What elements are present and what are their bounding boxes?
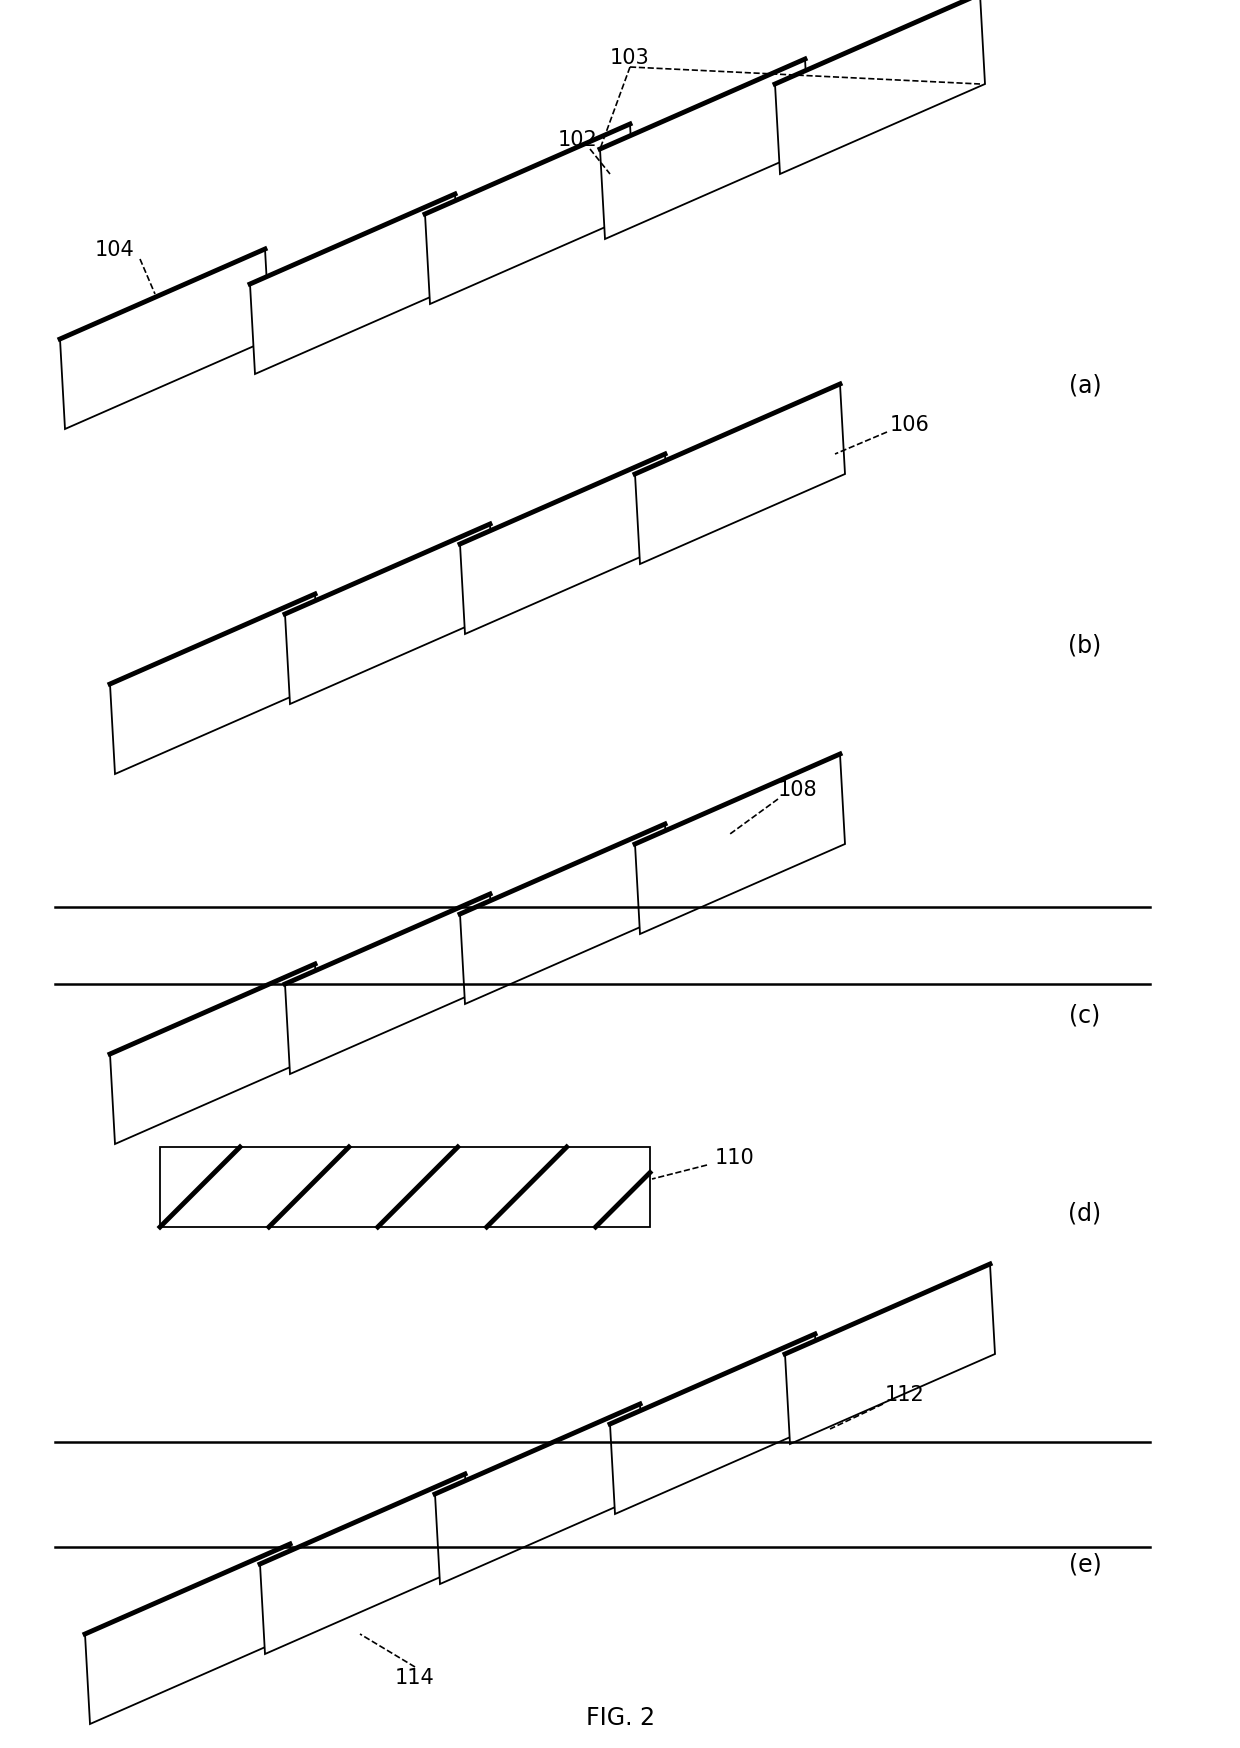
Polygon shape [775,0,985,175]
Polygon shape [285,895,495,1075]
Polygon shape [610,1334,820,1514]
Polygon shape [460,825,670,1005]
Text: (d): (d) [1069,1201,1101,1224]
Text: 104: 104 [95,239,135,260]
Text: FIG. 2: FIG. 2 [585,1704,655,1729]
Polygon shape [635,755,844,935]
Polygon shape [110,965,320,1145]
Polygon shape [110,594,320,774]
Polygon shape [425,124,635,304]
Polygon shape [460,454,670,635]
Polygon shape [250,194,460,374]
Text: 103: 103 [610,47,650,68]
Text: 110: 110 [715,1147,755,1168]
Polygon shape [785,1264,994,1444]
Polygon shape [260,1474,470,1654]
Text: 108: 108 [777,780,817,799]
Text: (e): (e) [1069,1552,1101,1577]
Text: (a): (a) [1069,372,1101,397]
Polygon shape [600,59,810,239]
Polygon shape [86,1543,295,1724]
Text: (b): (b) [1069,633,1101,657]
Text: (c): (c) [1069,1002,1101,1026]
Polygon shape [435,1404,645,1584]
Text: 106: 106 [890,414,930,435]
Polygon shape [60,250,270,430]
Text: 114: 114 [396,1668,435,1687]
Polygon shape [285,524,495,704]
Bar [160,1147,650,1227]
Text: 112: 112 [885,1384,925,1404]
Polygon shape [635,385,844,565]
Text: 102: 102 [558,129,598,150]
